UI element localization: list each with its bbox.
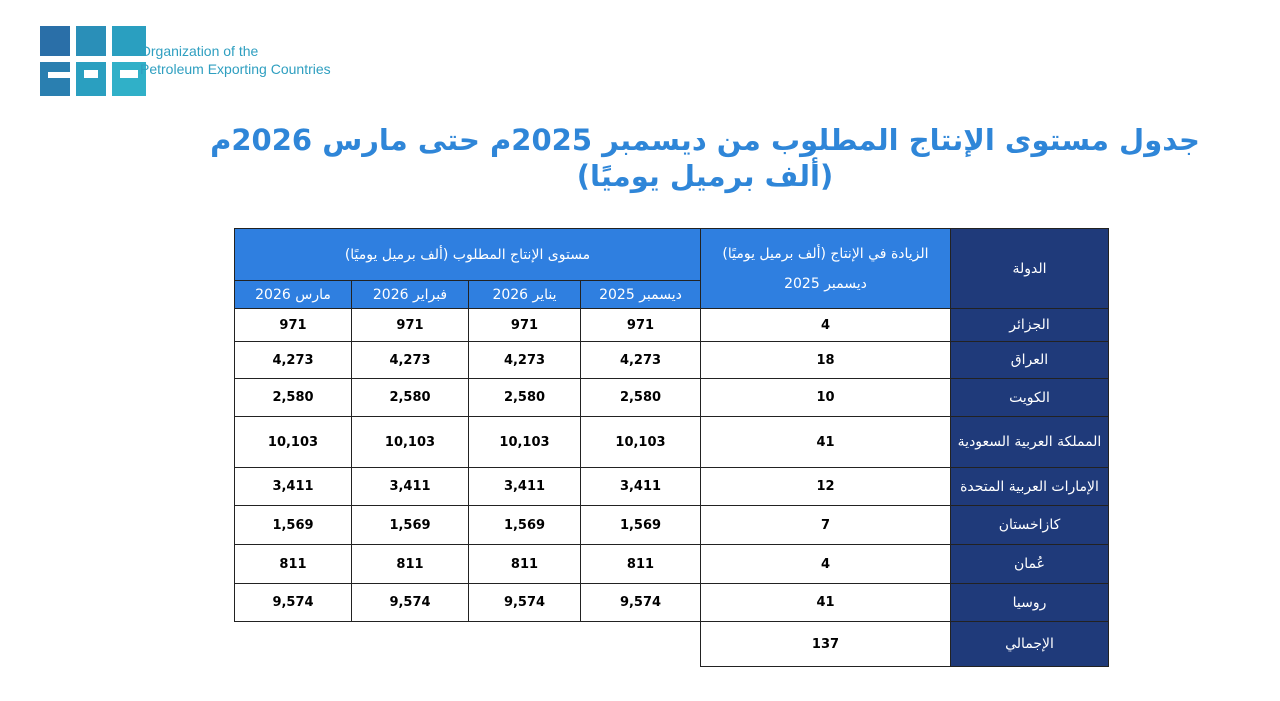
table-row: العراق 18 4,273 4,273 4,273 4,273 bbox=[234, 341, 1109, 379]
header-required: مستوى الإنتاج المطلوب (ألف برميل يوميًا) bbox=[234, 228, 701, 281]
table-row: المملكة العربية السعودية 41 10,103 10,103 10… bbox=[234, 416, 1109, 468]
country-cell: عُمان bbox=[950, 544, 1109, 584]
value-cell: 4,273 bbox=[351, 341, 469, 379]
value-cell: 3,411 bbox=[468, 467, 581, 506]
value-cell: 4,273 bbox=[468, 341, 581, 379]
header-country: الدولة bbox=[950, 228, 1109, 309]
value-cell: 811 bbox=[580, 544, 701, 584]
table-row: روسيا 41 9,574 9,574 9,574 9,574 bbox=[234, 583, 1109, 622]
value-cell: 3,411 bbox=[234, 467, 352, 506]
org-line1: Organization of the bbox=[140, 43, 259, 59]
country-cell: المملكة العربية السعودية bbox=[950, 416, 1109, 468]
header-increase: الزيادة في الإنتاج (ألف برميل يوميًا) ديس… bbox=[700, 228, 951, 309]
table-row: الإمارات العربية المتحدة 12 3,411 3,411 3,41… bbox=[234, 467, 1109, 506]
value-cell: 9,574 bbox=[580, 583, 701, 622]
page-title: جدول مستوى الإنتاج المطلوب من ديسمبر 202… bbox=[200, 122, 1210, 194]
value-cell: 1,569 bbox=[468, 505, 581, 545]
value-cell: 10,103 bbox=[351, 416, 469, 468]
value-cell: 3,411 bbox=[580, 467, 701, 506]
header-month: يناير 2026 bbox=[468, 280, 581, 309]
value-cell: 971 bbox=[351, 308, 469, 342]
value-cell: 1,569 bbox=[580, 505, 701, 545]
increase-cell: 10 bbox=[700, 378, 951, 417]
production-table: الدولة الزيادة في الإنتاج (ألف برميل يوم… bbox=[234, 228, 1109, 667]
value-cell: 4,273 bbox=[234, 341, 352, 379]
value-cell: 2,580 bbox=[351, 378, 469, 417]
header-month: فبراير 2026 bbox=[351, 280, 469, 309]
title-line1: جدول مستوى الإنتاج المطلوب من ديسمبر 202… bbox=[210, 123, 1200, 157]
country-cell: الإمارات العربية المتحدة bbox=[950, 467, 1109, 506]
value-cell: 1,569 bbox=[234, 505, 352, 545]
increase-cell: 4 bbox=[700, 308, 951, 342]
value-cell: 9,574 bbox=[468, 583, 581, 622]
table-row: عُمان 4 811 811 811 811 bbox=[234, 544, 1109, 584]
value-cell: 811 bbox=[234, 544, 352, 584]
country-cell: الكويت bbox=[950, 378, 1109, 417]
value-cell: 9,574 bbox=[351, 583, 469, 622]
value-cell: 2,580 bbox=[580, 378, 701, 417]
table-row: الجزائر 4 971 971 971 971 bbox=[234, 308, 1109, 342]
total-label: الإجمالي bbox=[950, 621, 1109, 667]
title-line2: (ألف برميل يوميًا) bbox=[576, 159, 834, 193]
value-cell: 971 bbox=[468, 308, 581, 342]
increase-cell: 18 bbox=[700, 341, 951, 379]
country-cell: روسيا bbox=[950, 583, 1109, 622]
value-cell: 1,569 bbox=[351, 505, 469, 545]
value-cell: 971 bbox=[234, 308, 352, 342]
increase-cell: 41 bbox=[700, 416, 951, 468]
country-cell: العراق bbox=[950, 341, 1109, 379]
value-cell: 9,574 bbox=[234, 583, 352, 622]
table-row: الكويت 10 2,580 2,580 2,580 2,580 bbox=[234, 378, 1109, 417]
org-line2: Petroleum Exporting Countries bbox=[140, 61, 331, 77]
total-value: 137 bbox=[700, 621, 951, 667]
total-row: الإجمالي 137 bbox=[234, 621, 1109, 667]
increase-cell: 4 bbox=[700, 544, 951, 584]
value-cell: 10,103 bbox=[234, 416, 352, 468]
header-month: مارس 2026 bbox=[234, 280, 352, 309]
header-month: ديسمبر 2025 bbox=[580, 280, 701, 309]
value-cell: 2,580 bbox=[468, 378, 581, 417]
value-cell: 811 bbox=[351, 544, 469, 584]
value-cell: 10,103 bbox=[580, 416, 701, 468]
value-cell: 811 bbox=[468, 544, 581, 584]
table-row: كازاخستان 7 1,569 1,569 1,569 1,569 bbox=[234, 505, 1109, 545]
increase-cell: 12 bbox=[700, 467, 951, 506]
country-cell: كازاخستان bbox=[950, 505, 1109, 545]
increase-cell: 7 bbox=[700, 505, 951, 545]
value-cell: 10,103 bbox=[468, 416, 581, 468]
spa-logo bbox=[40, 26, 146, 96]
value-cell: 3,411 bbox=[351, 467, 469, 506]
value-cell: 2,580 bbox=[234, 378, 352, 417]
value-cell: 4,273 bbox=[580, 341, 701, 379]
increase-cell: 41 bbox=[700, 583, 951, 622]
opec-caption: Organization of the Petroleum Exporting … bbox=[140, 42, 331, 78]
country-cell: الجزائر bbox=[950, 308, 1109, 342]
value-cell: 971 bbox=[580, 308, 701, 342]
